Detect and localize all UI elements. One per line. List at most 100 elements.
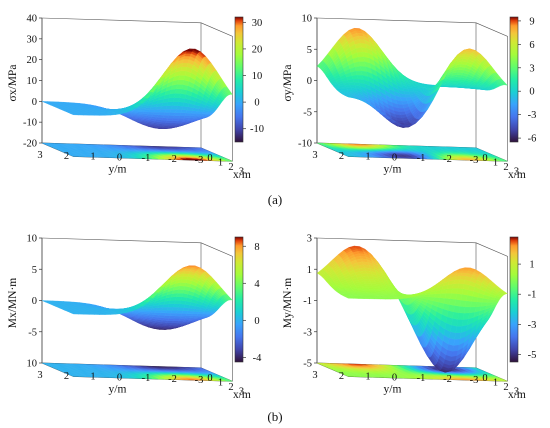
- y-tick-label: -3: [195, 155, 204, 166]
- z-tick-label: -10: [23, 118, 37, 129]
- colorbar: [509, 236, 519, 363]
- z-tick-label: 0: [32, 97, 37, 108]
- z-tick-label: 3: [307, 234, 312, 245]
- x-tick-label: 2: [503, 382, 508, 393]
- z-tick-label: -20: [23, 139, 37, 150]
- side-wall: [200, 22, 233, 162]
- y-tick-label: 2: [64, 151, 69, 162]
- x-tick-label: 3: [239, 166, 244, 177]
- colorbar-tick-label: 6: [529, 40, 534, 51]
- panel-label-a: (a): [268, 192, 282, 207]
- z-tick-label: -5: [303, 359, 312, 370]
- z-tick-label: -1: [303, 296, 312, 307]
- surface: [316, 245, 508, 373]
- y-tick-label: 1: [365, 152, 370, 163]
- side-wall: [475, 22, 508, 162]
- colorbar-tick-label: -5: [528, 350, 537, 361]
- colorbar: [234, 16, 244, 143]
- colorbar-tick-label: -3: [528, 320, 537, 331]
- floor-projection: [41, 362, 233, 382]
- y-tick-label: 0: [392, 152, 397, 163]
- colorbar-tick-label: -10: [250, 124, 264, 135]
- y-tick-label: 3: [312, 370, 317, 381]
- z-tick-label: 30: [27, 34, 38, 45]
- colorbar-tick-label: 8: [254, 242, 259, 253]
- y-tick-label: -2: [443, 374, 452, 385]
- colorbar: [234, 236, 244, 363]
- z-tick-label: -5: [28, 327, 37, 338]
- panel-label-b: (b): [267, 409, 282, 424]
- x-tick-label: 3: [514, 166, 519, 177]
- colorbar-tick-label: -3: [528, 110, 537, 121]
- y-tick-label: -2: [168, 374, 177, 385]
- z-tick-label: -10: [298, 139, 312, 150]
- z-tick-label: 5: [307, 45, 312, 56]
- colorbar-tick-label: 20: [252, 44, 263, 55]
- x-axis-label: x/m: [233, 169, 251, 181]
- z-tick-label: 1: [307, 265, 312, 276]
- y-tick-label: 3: [37, 150, 42, 161]
- x-tick-label: 2: [228, 382, 233, 393]
- y-tick-label: 3: [312, 150, 317, 161]
- x-tick-label: 1: [218, 157, 223, 168]
- colorbar-tick-label: -6: [528, 134, 537, 145]
- y-tick-label: -2: [443, 154, 452, 165]
- y-tick-label: -3: [195, 375, 204, 386]
- z-tick-label: 10: [27, 234, 38, 245]
- z-tick-label: 10: [27, 359, 38, 370]
- surface: [316, 27, 509, 128]
- z-tick-label: 0: [32, 296, 37, 307]
- colorbar-tick-label: 1: [529, 260, 534, 271]
- y-tick-label: 2: [64, 371, 69, 382]
- colorbar-tick-label: -4: [253, 353, 262, 364]
- x-tick-label: 0: [482, 373, 487, 384]
- z-tick-label: -3: [303, 327, 312, 338]
- x-axis-label: x/m: [508, 389, 526, 401]
- colorbar-tick-label: 4: [254, 279, 260, 290]
- y-tick-label: -1: [417, 153, 426, 164]
- floor-projection: [316, 362, 508, 382]
- z-tick-label: 20: [27, 55, 38, 66]
- x-tick-label: 2: [503, 162, 508, 173]
- x-tick-label: 0: [482, 153, 487, 164]
- y-tick-label: -3: [470, 155, 479, 166]
- surface: [41, 48, 233, 129]
- colorbar-tick-label: 30: [252, 18, 263, 29]
- colorbar-tick-label: 0: [254, 98, 259, 109]
- z-axis-label: σy/MPa: [282, 65, 294, 102]
- x-axis-label: x/m: [233, 389, 251, 401]
- y-tick-label: 0: [392, 372, 397, 383]
- x-tick-label: 2: [228, 162, 233, 173]
- y-axis-label: y/m: [109, 163, 127, 175]
- y-tick-label: 2: [339, 371, 344, 382]
- y-tick-label: -3: [470, 375, 479, 386]
- z-axis-label: My/MN·m: [282, 278, 294, 329]
- y-tick-label: -1: [417, 373, 426, 384]
- surface: [41, 265, 234, 330]
- z-tick-label: 40: [27, 14, 38, 25]
- x-tick-label: 0: [207, 153, 212, 164]
- z-axis-label: σx/MPa: [7, 65, 19, 102]
- y-tick-label: -1: [142, 153, 151, 164]
- chart-panel-4: 31-1-3-5My/MN·m3 2 1 0 -1 -2 -3y/m0 1 2 3x/m1-1-3…: [282, 234, 536, 401]
- colorbar-tick-label: -1: [528, 290, 537, 301]
- y-axis-label: y/m: [109, 383, 127, 395]
- side-wall: [200, 242, 233, 382]
- z-tick-label: 10: [27, 76, 38, 87]
- colorbar-tick-label: 0: [254, 316, 259, 327]
- colorbar-tick-label: 0: [529, 87, 534, 98]
- x-tick-label: 1: [493, 157, 498, 168]
- floor-projection: [316, 142, 508, 162]
- x-tick-label: 1: [218, 377, 223, 388]
- y-tick-label: 2: [339, 151, 344, 162]
- z-tick-label: 0: [307, 76, 312, 87]
- z-tick-label: 10: [302, 14, 313, 25]
- colorbar-tick-label: 9: [529, 16, 534, 27]
- y-tick-label: 0: [117, 152, 122, 163]
- x-axis-label: x/m: [508, 169, 526, 181]
- y-axis-label: y/m: [384, 163, 402, 175]
